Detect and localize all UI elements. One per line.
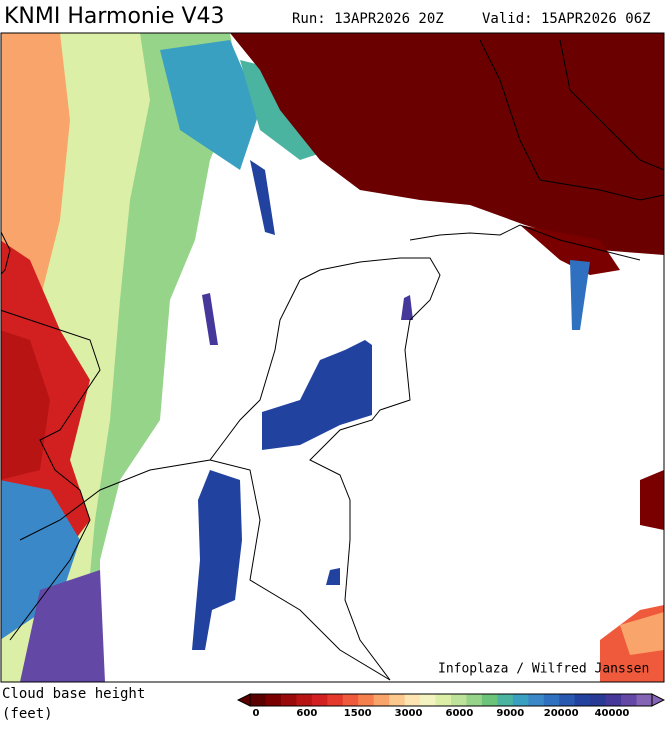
- colorbar: 0 600 1500 3000 6000 9000 20000 40000: [236, 693, 665, 719]
- colorbar-tick-label: 20000: [544, 708, 579, 719]
- valid-time: Valid: 15APR2026 06Z: [482, 11, 651, 27]
- colorbar-swatch: [404, 694, 421, 706]
- colorbar-end: [651, 693, 665, 707]
- colorbar-swatch: [265, 694, 282, 706]
- map: Infoplaza / Wilfred Janssen: [0, 32, 665, 683]
- colorbar-tick-label: 6000: [446, 708, 474, 719]
- colorbar-swatch: [528, 694, 545, 706]
- legend-label: Cloud base height: [2, 686, 145, 702]
- colorbar-swatch: [559, 694, 576, 706]
- colorbar-swatch: [342, 694, 359, 706]
- colorbar-swatch: [497, 694, 514, 706]
- credit: Infoplaza / Wilfred Janssen: [438, 662, 649, 677]
- colorbar-end: [236, 693, 251, 707]
- title: KNMI Harmonie V43: [4, 4, 225, 29]
- run-time: Run: 13APR2026 20Z: [292, 11, 444, 27]
- colorbar-swatch: [389, 694, 406, 706]
- colorbar-swatch: [327, 694, 344, 706]
- colorbar-swatch: [435, 694, 452, 706]
- colorbar-tick-label: 1500: [344, 708, 372, 719]
- colorbar-swatch: [512, 694, 529, 706]
- colorbar-tick-label: 3000: [395, 708, 423, 719]
- colorbar-swatch: [621, 694, 638, 706]
- colorbar-swatch: [420, 694, 437, 706]
- colorbar-tick-label: 600: [296, 708, 317, 719]
- colorbar-swatch: [373, 694, 390, 706]
- colorbar-swatch: [481, 694, 498, 706]
- colorbar-swatch: [636, 694, 653, 706]
- legend-unit: (feet): [2, 706, 53, 722]
- colorbar-swatch: [466, 694, 483, 706]
- colorbar-swatch: [296, 694, 313, 706]
- colorbar-swatch: [590, 694, 607, 706]
- colorbar-swatch: [280, 694, 297, 706]
- colorbar-swatch: [605, 694, 622, 706]
- colorbar-swatch: [311, 694, 328, 706]
- colorbar-swatch: [358, 694, 375, 706]
- colorbar-tick-label: 40000: [595, 708, 630, 719]
- colorbar-frame: [249, 693, 653, 707]
- colorbar-swatch: [451, 694, 467, 706]
- colorbar-swatch: [574, 694, 591, 706]
- map-frame: [0, 32, 665, 683]
- colorbar-tick-label: 9000: [496, 708, 524, 719]
- colorbar-swatch: [250, 694, 266, 706]
- colorbar-tick-label: 0: [253, 708, 260, 719]
- colorbar-swatch: [543, 694, 560, 706]
